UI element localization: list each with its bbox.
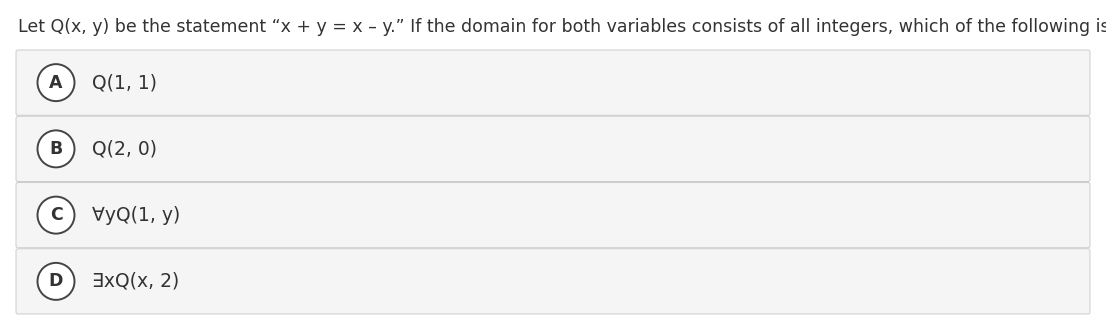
Text: ∀yQ(1, y): ∀yQ(1, y) (93, 206, 180, 225)
FancyBboxPatch shape (15, 50, 1091, 115)
Circle shape (38, 263, 74, 300)
FancyBboxPatch shape (15, 116, 1091, 182)
Circle shape (38, 197, 74, 234)
Text: B: B (50, 140, 63, 158)
FancyBboxPatch shape (15, 183, 1091, 248)
Text: Q(2, 0): Q(2, 0) (93, 139, 157, 158)
Text: ∃xQ(x, 2): ∃xQ(x, 2) (93, 272, 180, 291)
Text: C: C (50, 206, 62, 224)
Text: Let Q(x, y) be the statement “x + y = x – y.” If the domain for both variables c: Let Q(x, y) be the statement “x + y = x … (18, 18, 1106, 36)
Text: A: A (50, 74, 63, 92)
Circle shape (38, 130, 74, 167)
Text: D: D (49, 273, 63, 290)
Circle shape (38, 64, 74, 101)
FancyBboxPatch shape (15, 249, 1091, 314)
Text: Q(1, 1): Q(1, 1) (93, 73, 157, 92)
